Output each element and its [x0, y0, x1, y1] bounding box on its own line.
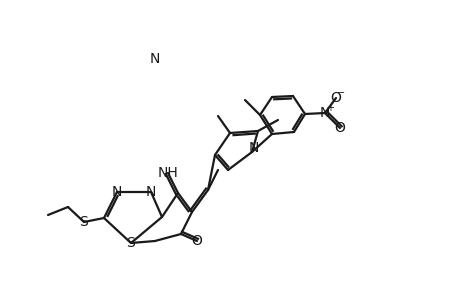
Text: O: O — [334, 121, 345, 135]
Text: −: − — [336, 88, 344, 98]
Text: O: O — [191, 234, 202, 248]
Text: N: N — [146, 185, 156, 199]
Text: S: S — [79, 215, 88, 229]
Text: N: N — [112, 185, 122, 199]
Text: S: S — [126, 236, 135, 250]
Text: N: N — [248, 141, 258, 155]
Text: N: N — [150, 52, 160, 66]
Text: +: + — [325, 103, 333, 113]
Text: O: O — [330, 91, 341, 105]
Text: N: N — [319, 106, 330, 120]
Text: NH: NH — [157, 166, 178, 180]
